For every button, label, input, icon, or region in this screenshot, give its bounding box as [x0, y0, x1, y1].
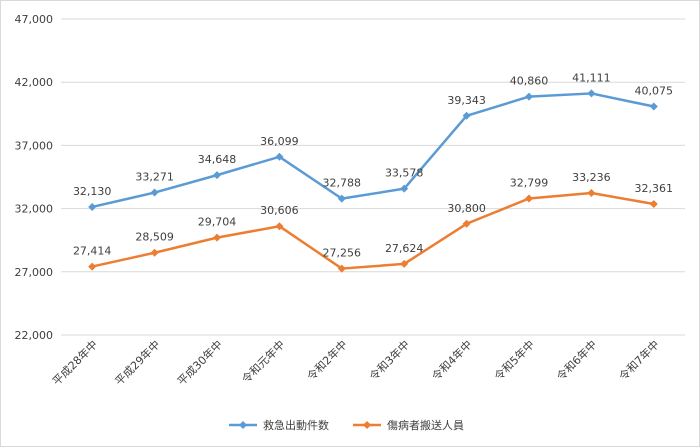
data-label: 27,256 — [323, 247, 362, 260]
x-tick-label: 平成29年中 — [112, 337, 163, 388]
series-1: 32,130 33,271 34,648 36,099 32,788 33,578 39,3… — [73, 71, 673, 211]
data-point — [649, 200, 658, 209]
data-label: 32,788 — [323, 177, 362, 190]
x-tick-label: 平成28年中 — [49, 337, 100, 388]
series-line — [91, 191, 655, 270]
data-label: 40,075 — [635, 85, 674, 98]
data-label: 34,648 — [198, 153, 237, 166]
legend-marker — [239, 421, 247, 429]
data-label: 32,799 — [510, 177, 549, 190]
data-label: 32,361 — [635, 182, 674, 195]
data-point — [337, 194, 346, 203]
x-tick-label: 令和4年中 — [429, 337, 475, 383]
data-point — [275, 222, 284, 231]
data-label: 30,800 — [447, 202, 486, 215]
x-tick-label: 令和3年中 — [366, 337, 412, 383]
legend-marker — [363, 421, 371, 429]
data-point — [587, 188, 596, 197]
x-tick-label: 平成30年中 — [174, 337, 225, 388]
series-line — [91, 92, 655, 209]
data-label: 39,343 — [447, 94, 486, 107]
data-point — [150, 248, 159, 257]
data-point — [525, 194, 533, 203]
data-point — [213, 233, 221, 242]
y-tick-label: 27,000 — [15, 266, 54, 279]
data-label: 33,271 — [135, 171, 174, 184]
series-layer: 32,130 33,271 34,648 36,099 32,788 33,578 39,3… — [73, 71, 673, 273]
data-label: 40,860 — [510, 75, 549, 88]
data-point — [649, 102, 658, 111]
data-label: 27,624 — [385, 242, 424, 255]
data-label: 30,606 — [260, 204, 299, 217]
data-point — [88, 202, 97, 211]
x-tick-label: 令和6年中 — [554, 337, 600, 383]
data-point — [213, 171, 221, 180]
y-tick-label: 37,000 — [15, 139, 54, 152]
y-tick-label: 32,000 — [15, 203, 54, 216]
data-point — [150, 188, 159, 197]
series-2: 27,414 28,509 29,704 30,606 27,256 27,624 30,8… — [73, 171, 673, 273]
data-point — [462, 219, 471, 228]
x-tick-label: 令和5年中 — [491, 337, 537, 383]
data-label: 36,099 — [260, 135, 299, 148]
grid-layer — [61, 18, 685, 336]
data-point — [587, 89, 596, 98]
data-point — [400, 259, 409, 268]
data-point — [275, 152, 284, 161]
data-label: 41,111 — [572, 71, 611, 84]
legend-item: 傷病者搬送人員 — [353, 418, 464, 432]
data-point — [525, 92, 533, 101]
data-label: 27,414 — [73, 245, 112, 258]
y-tick-label: 22,000 — [15, 329, 54, 342]
x-tick-label: 令和2年中 — [304, 337, 350, 383]
data-point — [462, 111, 471, 120]
y-tick-label: 42,000 — [15, 76, 54, 89]
x-tick-label: 令和7年中 — [616, 337, 662, 383]
x-axis-ticks: 平成28年中 平成29年中 平成30年中 令和元年中 令和2年中 令和3年中 令和4年中 令和… — [49, 337, 662, 388]
y-axis-ticks: 22,000 27,000 32,000 37,000 42,000 47,000 — [15, 13, 54, 342]
data-point — [88, 262, 97, 271]
x-tick-label: 令和元年中 — [239, 337, 288, 386]
data-label: 29,704 — [198, 216, 237, 229]
y-tick-label: 47,000 — [15, 13, 54, 26]
data-label: 32,130 — [73, 185, 112, 198]
legend-label: 傷病者搬送人員 — [387, 418, 464, 432]
data-label: 28,509 — [135, 231, 174, 244]
data-label: 33,578 — [385, 167, 424, 180]
legend-item: 救急出動件数 — [229, 418, 329, 432]
legend-label: 救急出動件数 — [263, 418, 329, 432]
data-label: 33,236 — [572, 171, 611, 184]
data-point — [337, 264, 346, 273]
legend: 救急出動件数 傷病者搬送人員 — [229, 418, 464, 432]
data-point — [400, 184, 409, 193]
